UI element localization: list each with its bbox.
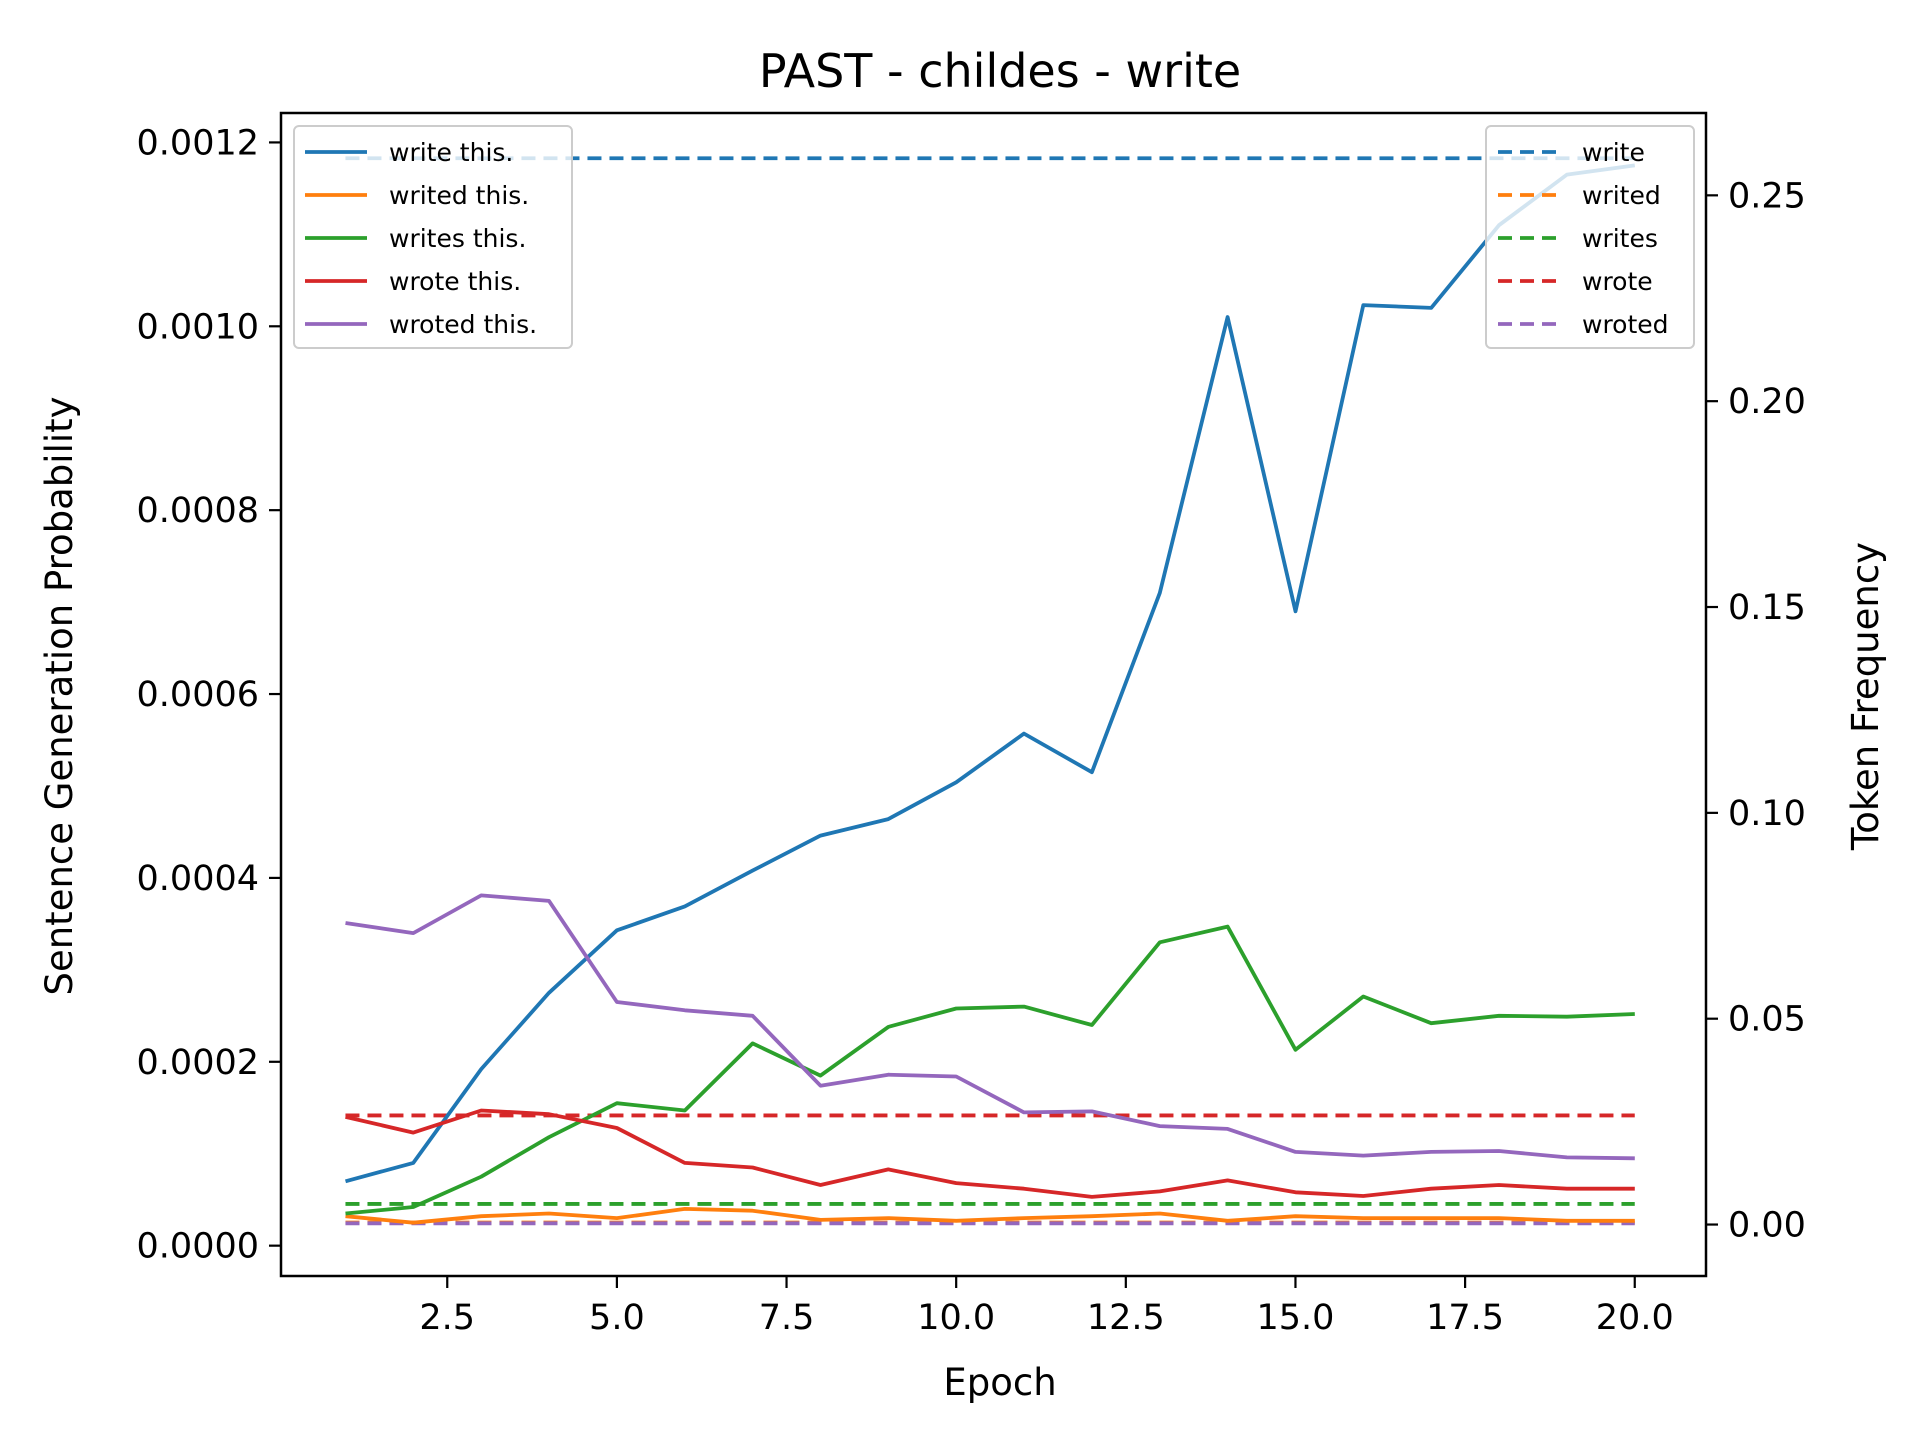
y-tick-label: 0.0012 <box>137 123 259 163</box>
x-tick-label: 17.5 <box>1426 1298 1504 1338</box>
series-line-write-this <box>345 163 1636 1184</box>
y-tick-label: 0.0004 <box>137 859 259 899</box>
y-tick-label: 0.0008 <box>137 491 259 531</box>
legend-sentences-label: wrote this. <box>389 267 521 296</box>
y2-tick-label: 0.15 <box>1728 588 1806 628</box>
y2-tick-label: 0.10 <box>1728 794 1806 834</box>
y-tick-label: 0.0000 <box>137 1227 259 1267</box>
y2-tick-label: 0.05 <box>1728 1000 1806 1040</box>
x-tick-label: 5.0 <box>589 1298 645 1338</box>
legend-tokens: write writed writes wrote wroted <box>1485 125 1695 349</box>
legend-sentences-label: writes this. <box>389 224 526 253</box>
y2-axis-label: Token Frequency <box>1844 542 1887 851</box>
y-axis-ticks: 0.0000 0.0002 0.0004 0.0006 0.0008 0.0010 0.00… <box>137 123 281 1267</box>
chart-title: PAST - childes - write <box>759 44 1241 98</box>
y2-tick-label: 0.25 <box>1728 176 1806 216</box>
y-tick-label: 0.0002 <box>137 1043 259 1083</box>
series-line-wrote-this <box>345 1108 1635 1199</box>
x-tick-label: 10.0 <box>917 1298 995 1338</box>
legend-tokens-label: write <box>1582 138 1645 167</box>
y2-axis-ticks: 0.00 0.05 0.10 0.15 0.20 0.25 <box>1706 176 1806 1246</box>
legend-tokens-box <box>1485 125 1695 349</box>
legend-sentences-label: writed this. <box>389 181 529 210</box>
legend-sentences-box <box>293 125 573 349</box>
x-axis-label: Epoch <box>943 1361 1056 1404</box>
y-tick-label: 0.0006 <box>137 675 259 715</box>
legend-tokens-label: writes <box>1582 224 1658 253</box>
y2-tick-label: 0.20 <box>1728 382 1806 422</box>
series-line-writes-this <box>345 924 1635 1216</box>
series-line-writed-this <box>345 1207 1635 1225</box>
y-tick-label: 0.0010 <box>137 307 259 347</box>
y-axis-label: Sentence Generation Probability <box>38 396 81 995</box>
token-frequency-lines <box>345 156 1635 1226</box>
x-tick-label: 15.0 <box>1256 1298 1334 1338</box>
legend-sentences: write this. writed this. writes this. wrote… <box>293 125 573 349</box>
legend-tokens-label: writed <box>1582 181 1661 210</box>
legend-tokens-label: wrote <box>1582 267 1653 296</box>
x-tick-label: 12.5 <box>1087 1298 1165 1338</box>
sentence-probability-lines <box>345 163 1636 1225</box>
x-tick-label: 2.5 <box>419 1298 475 1338</box>
series-line-wroted-this <box>345 893 1635 1161</box>
legend-sentences-label: wroted this. <box>389 310 537 339</box>
legend-tokens-label: wroted <box>1582 310 1669 339</box>
y2-tick-label: 0.00 <box>1728 1206 1806 1246</box>
plot-frame <box>279 111 1708 1278</box>
x-axis-ticks: 2.5 5.0 7.5 10.0 12.5 15.0 17.5 20.0 <box>419 1276 1674 1338</box>
x-tick-label: 20.0 <box>1596 1298 1674 1338</box>
x-tick-label: 7.5 <box>759 1298 815 1338</box>
legend-sentences-label: write this. <box>389 138 513 167</box>
